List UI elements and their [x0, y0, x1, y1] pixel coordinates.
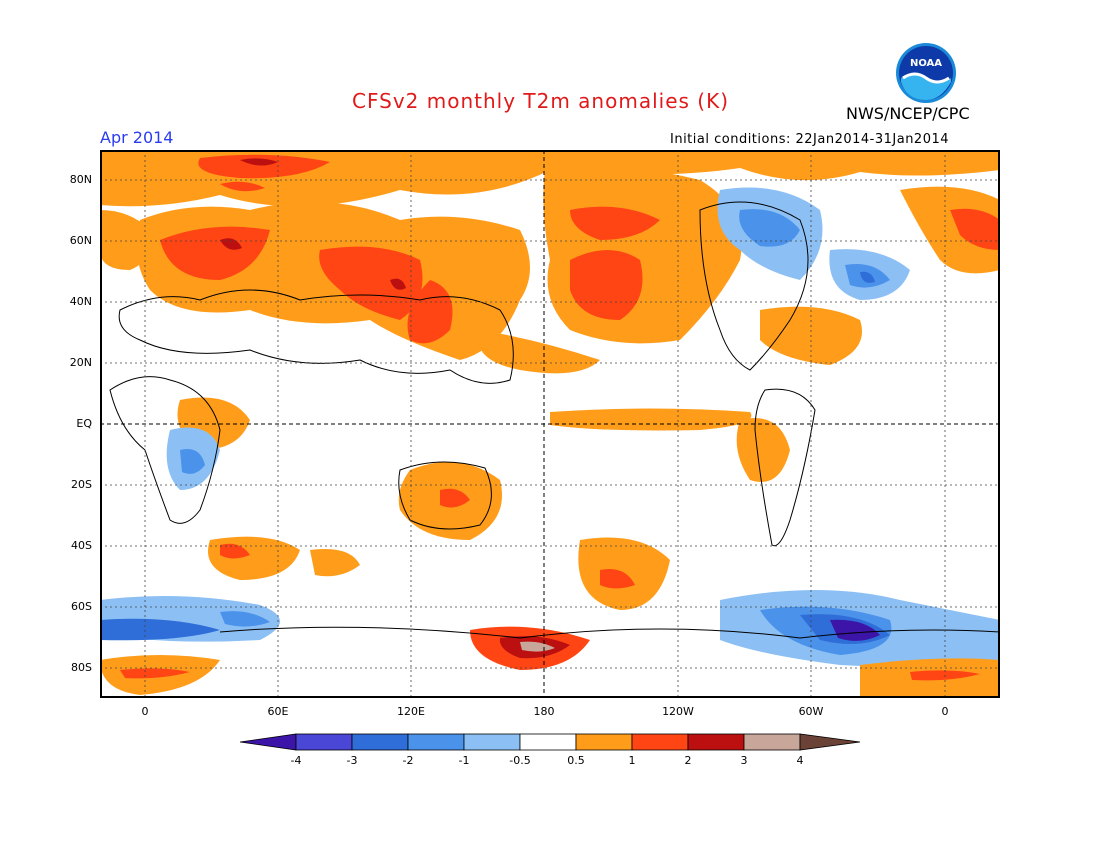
- colorbar-cell-8: [687, 733, 745, 751]
- graticule: [100, 150, 1000, 698]
- lon-label-180: 180: [533, 705, 555, 718]
- colorbar-cell-5: [519, 733, 577, 751]
- warm-region-arctic-core: [198, 154, 330, 179]
- organization-label: NWS/NCEP/CPC: [846, 104, 970, 123]
- colorbar-cell-7: [631, 733, 689, 751]
- warm-region-tropics: [550, 408, 752, 431]
- lon-label-120w: 120W: [662, 705, 694, 718]
- colorbar-cell-1: [295, 733, 353, 751]
- lat-label-80n: 80N: [69, 173, 92, 186]
- colorbar-cell-2: [351, 733, 409, 751]
- colorbar-label-7: 2: [685, 754, 692, 767]
- colorbar-label-5: 0.5: [567, 754, 585, 767]
- colorbar-cell-4: [463, 733, 521, 751]
- svg-text:NOAA: NOAA: [910, 58, 942, 69]
- colorbar-label-4: -0.5: [509, 754, 530, 767]
- colorbar-cell-6: [575, 733, 633, 751]
- anomaly-fields: [100, 150, 1000, 698]
- colorbar-label-3: -1: [459, 754, 470, 767]
- anomaly-map: [100, 150, 1000, 698]
- lat-label-60n: 60N: [69, 234, 92, 247]
- lat-label-eq: EQ: [76, 417, 92, 430]
- reference-lines: [100, 150, 1000, 698]
- warm-region-eurasia-core: [160, 226, 270, 280]
- colorbar-label-2: -2: [403, 754, 414, 767]
- chart-title: CFSv2 monthly T2m anomalies (K): [352, 89, 729, 113]
- lon-label-0-west: 0: [141, 705, 149, 718]
- colorbar-label-8: 3: [741, 754, 748, 767]
- initial-conditions: Initial conditions: 22Jan2014-31Jan2014: [670, 132, 950, 147]
- forecast-month: Apr 2014: [100, 128, 174, 147]
- colorbar-cell-3: [407, 733, 465, 751]
- coastlines: [109, 201, 1000, 639]
- colorbar-cell-10: [799, 733, 861, 751]
- colorbar-label-9: 4: [797, 754, 804, 767]
- colorbar-label-6: 1: [629, 754, 636, 767]
- lon-label-120e: 120E: [397, 705, 425, 718]
- lat-label-20n: 20N: [69, 356, 92, 369]
- colorbar: -4 -3 -2 -1 -0.5 0.5 1 2 3 4: [240, 733, 861, 767]
- lat-label-20s: 20S: [71, 478, 92, 491]
- warm-region-north-pacific-core: [570, 250, 643, 320]
- lon-label-0-east: 0: [941, 705, 949, 718]
- lat-label-60s: 60S: [71, 600, 92, 613]
- warm-region-south-america: [736, 418, 790, 482]
- lon-label-60w: 60W: [798, 705, 824, 718]
- colorbar-label-0: -4: [291, 754, 302, 767]
- lat-label-40s: 40S: [71, 539, 92, 552]
- lat-label-40n: 40N: [69, 295, 92, 308]
- lat-label-80s: 80S: [71, 661, 92, 674]
- noaa-logo: NOAA: [896, 43, 956, 103]
- colorbar-label-1: -3: [347, 754, 358, 767]
- colorbar-cell-9: [743, 733, 801, 751]
- colorbar-cell-0: [240, 733, 297, 751]
- lon-label-60e: 60E: [267, 705, 289, 718]
